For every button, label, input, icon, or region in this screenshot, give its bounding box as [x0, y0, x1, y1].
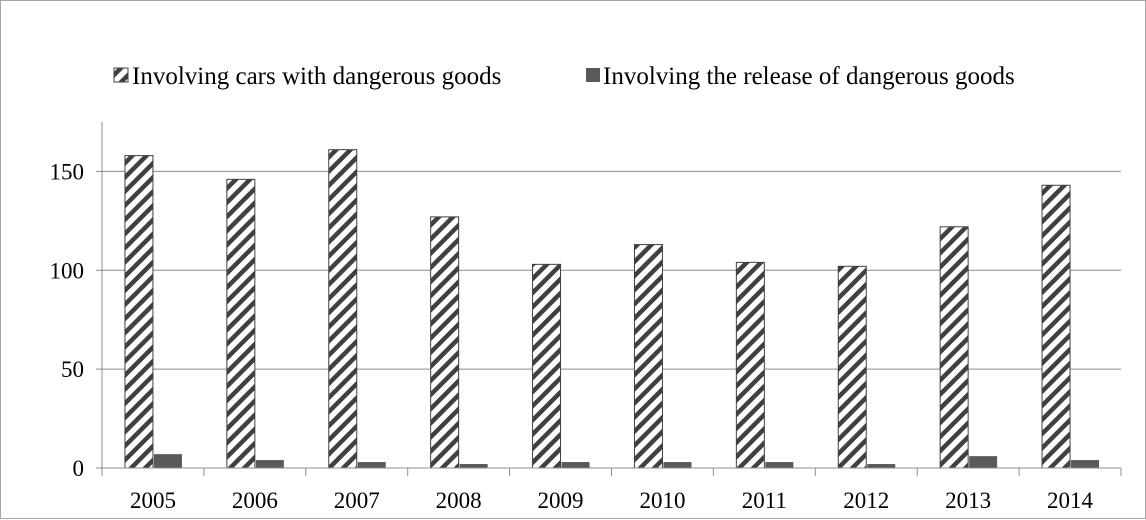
x-axis: 2005 2006 2007 2008 2009 2010 2011 2012 2013 2014	[101, 467, 1122, 513]
bar-s0-2009	[532, 263, 562, 469]
x-tick-label: 2006	[232, 488, 278, 513]
x-tick-label: 2014	[1047, 488, 1094, 513]
y-axis: 0 50 100 150	[50, 122, 103, 481]
bar-s1-2012	[867, 464, 896, 468]
bar-s1-2007	[357, 462, 386, 468]
bar-s0-2006	[226, 178, 256, 469]
legend: Involving cars with dangerous goods Invo…	[113, 63, 1015, 90]
bar-s0-2013	[939, 226, 969, 469]
bar-s0-2011	[735, 261, 765, 469]
x-tick-label: 2009	[538, 488, 584, 513]
x-tick-label: 2008	[436, 488, 482, 513]
bar-s1-2005	[153, 454, 182, 468]
bars	[124, 149, 1100, 469]
bar-s0-2010	[633, 244, 663, 469]
x-tick-label: 2013	[945, 488, 991, 513]
y-tick-label: 50	[61, 357, 84, 382]
bar-s0-2005	[124, 155, 154, 469]
y-tick-label: 150	[50, 159, 85, 184]
legend-label-0: Involving cars with dangerous goods	[132, 63, 501, 90]
legend-item-0: Involving cars with dangerous goods	[113, 63, 501, 90]
x-tick-label: 2012	[843, 488, 889, 513]
bar-s0-2007	[328, 149, 358, 469]
y-tick-label: 100	[50, 258, 85, 283]
bar-s1-2013	[969, 456, 998, 468]
bar-s0-2012	[837, 265, 867, 469]
bar-s1-2008	[459, 464, 488, 468]
bar-s1-2014	[1071, 460, 1100, 468]
bar-s1-2011	[765, 462, 794, 468]
bar-s1-2006	[255, 460, 284, 468]
legend-item-1: Involving the release of dangerous goods	[586, 63, 1015, 90]
bar-s1-2010	[663, 462, 692, 468]
legend-label-1: Involving the release of dangerous goods	[603, 63, 1015, 90]
legend-swatch-0	[113, 67, 129, 83]
y-tick-label: 0	[73, 456, 85, 481]
bar-s1-2009	[561, 462, 590, 468]
bar-s0-2008	[430, 216, 460, 469]
x-tick-label: 2007	[334, 488, 380, 513]
bar-s0-2014	[1041, 184, 1071, 469]
legend-swatch-1	[586, 68, 600, 82]
x-tick-label: 2005	[130, 488, 176, 513]
x-tick-label: 2011	[742, 488, 787, 513]
x-tick-label: 2010	[639, 488, 685, 513]
